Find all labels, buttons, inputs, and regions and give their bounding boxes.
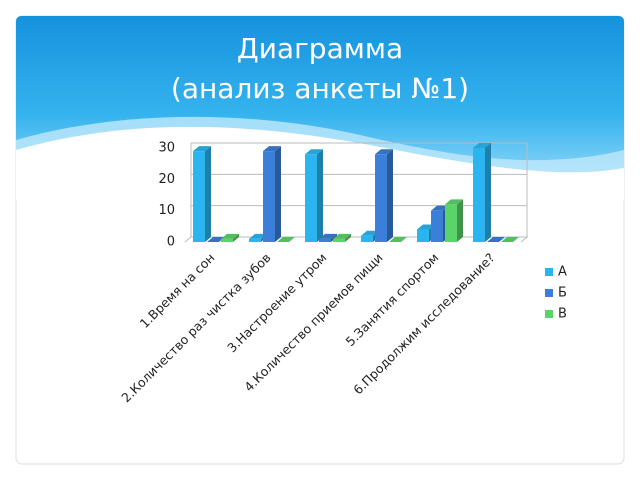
bar-top (319, 233, 337, 239)
y-tick-label: 10 (158, 203, 175, 218)
bar (193, 151, 205, 242)
bar (473, 148, 485, 242)
bar-side (387, 149, 393, 242)
bar (417, 229, 429, 242)
bar-side (345, 233, 351, 242)
bar-side (457, 199, 463, 242)
bar (319, 238, 331, 242)
bar-top (207, 237, 225, 242)
legend-swatch (545, 289, 553, 297)
legend-label: А (558, 265, 567, 280)
bar-side (317, 149, 323, 242)
bar (263, 151, 275, 242)
legend-swatch (545, 310, 553, 318)
bar (249, 238, 261, 242)
bar-top (445, 199, 463, 205)
bar (333, 238, 345, 242)
legend-label: Б (558, 286, 567, 301)
legend-swatch (545, 268, 553, 276)
bar-top (305, 149, 323, 155)
bar-side (485, 143, 491, 242)
legend-label: В (558, 307, 567, 322)
y-tick-label: 0 (167, 235, 175, 250)
bar-top (473, 143, 491, 148)
bar-top (277, 237, 295, 242)
bar-top (487, 237, 505, 242)
bar (305, 154, 317, 242)
bar-top (417, 224, 435, 230)
bar-top (249, 233, 267, 239)
y-tick-label: 30 (158, 141, 175, 156)
bar-top (333, 233, 351, 239)
bar (445, 204, 457, 242)
title-line: (анализ анкеты №1) (171, 72, 469, 105)
bar (221, 238, 233, 242)
bar-top (193, 146, 211, 152)
bar-top (375, 149, 393, 155)
title-line: Диаграмма (237, 32, 403, 65)
bar-side (233, 233, 239, 242)
bar-top (361, 230, 379, 236)
bar-side (331, 233, 337, 242)
bar (361, 235, 373, 242)
bar-side (205, 146, 211, 242)
bar (375, 154, 387, 242)
bar-side (275, 146, 281, 242)
bar-top (221, 233, 239, 239)
bar-top (501, 237, 519, 242)
bar (431, 210, 443, 242)
bar-top (431, 205, 449, 211)
bar-top (389, 237, 407, 242)
bar-top (263, 146, 281, 152)
y-tick-label: 20 (158, 172, 175, 187)
